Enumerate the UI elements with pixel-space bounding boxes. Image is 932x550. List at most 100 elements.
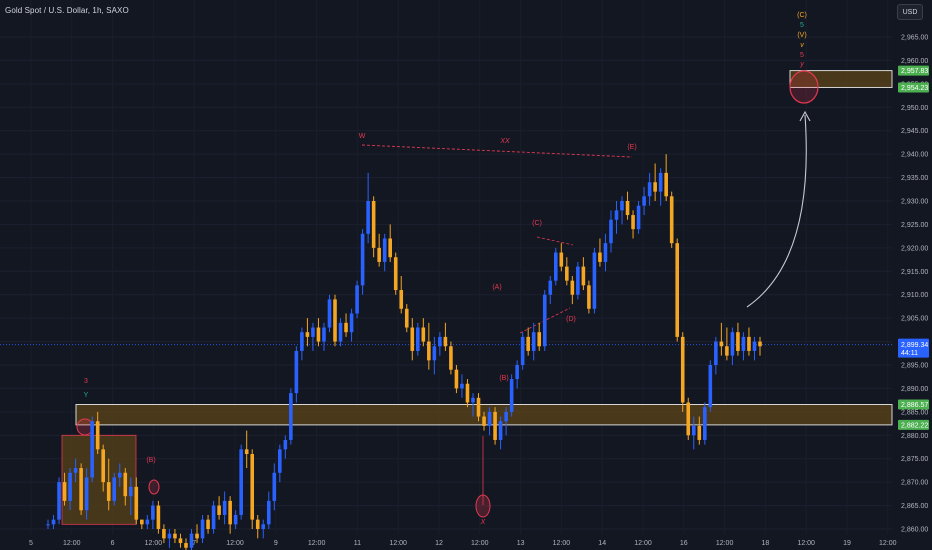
candle-body — [653, 182, 657, 192]
candle-body — [703, 407, 707, 440]
time-tick-label: 12:00 — [63, 540, 81, 547]
candle-body — [493, 411, 497, 440]
wave-label: (B) — [499, 375, 508, 382]
candle-body — [620, 201, 624, 211]
zone-price-tag — [898, 399, 929, 410]
b-circle-marker — [148, 479, 160, 495]
candle-body — [272, 472, 277, 501]
zone-price-label: 2,886.57 — [901, 402, 928, 409]
time-tick-label: 14 — [598, 540, 606, 547]
candle-body — [382, 238, 387, 262]
candle-body — [145, 519, 150, 525]
candle-body — [741, 336, 746, 351]
candle-body — [112, 477, 117, 501]
candle-body — [421, 327, 426, 342]
candle-body — [123, 472, 128, 497]
time-tick-label: 12:00 — [879, 540, 897, 547]
candle-body — [300, 332, 304, 351]
candle-body — [189, 533, 194, 548]
wave-label: 5 — [800, 22, 804, 29]
candle-body — [355, 285, 359, 314]
zone-price-label: 2,954.23 — [901, 85, 928, 92]
candle-body — [432, 346, 437, 361]
candle-body — [233, 514, 238, 525]
candle-body — [333, 299, 337, 342]
candle-body — [134, 486, 139, 520]
price-tick-label: 2,905.00 — [901, 316, 928, 323]
time-tick-label: 12:00 — [716, 540, 734, 547]
candle-body — [178, 538, 183, 544]
candle-body — [427, 341, 431, 361]
zone-price-tag — [898, 82, 929, 93]
candle-body — [266, 500, 271, 525]
candle-body — [747, 336, 751, 351]
wave-label: (D) — [566, 316, 576, 323]
candle-body — [327, 299, 332, 328]
wave-labels: 3 Y (B) W XX (E) (C) (A) (D) (B) X (C) 5 (V) v 5 y — [84, 12, 807, 526]
candle-body — [217, 505, 221, 515]
candle-body — [404, 308, 409, 328]
price-tick-label: 2,875.00 — [901, 456, 928, 463]
time-tick-label: 9 — [274, 540, 278, 547]
candle-body — [460, 383, 464, 389]
candle-body — [487, 411, 492, 426]
candle-body — [283, 439, 288, 450]
candle-body — [438, 336, 442, 347]
candle-body — [587, 285, 591, 309]
candle-body — [553, 252, 558, 281]
price-tick-label: 2,940.00 — [901, 152, 928, 159]
candle-body — [167, 533, 172, 539]
candle-body — [173, 533, 177, 539]
time-tick-label: 7 — [192, 540, 196, 547]
price-zones — [61, 70, 893, 525]
candle-body — [57, 482, 61, 520]
target-circle-marker — [789, 70, 819, 104]
candle-body — [305, 332, 310, 337]
xx-trendline — [361, 144, 633, 158]
candle-body — [244, 449, 249, 455]
target-zone — [789, 70, 893, 88]
time-tick-label: 19 — [843, 540, 851, 547]
candle-body — [548, 280, 553, 295]
candle-body — [415, 327, 420, 351]
candle-body — [128, 486, 133, 497]
candle-body — [250, 454, 255, 520]
candle-countdown-label: 44:11 — [901, 350, 918, 357]
currency-button[interactable]: USD — [897, 4, 923, 20]
candle-body — [278, 449, 282, 473]
candle-body — [393, 257, 398, 291]
candle-body — [46, 524, 50, 526]
candle-body — [449, 346, 453, 370]
candle-body — [576, 266, 580, 295]
time-tick-label: 12:00 — [389, 540, 407, 547]
candle-body — [117, 472, 122, 478]
candle-body — [647, 182, 652, 197]
wave-label: (E) — [627, 144, 636, 151]
candle-body — [140, 519, 144, 525]
candle-body — [758, 341, 762, 347]
candle-body — [156, 505, 161, 529]
wave-label: (C) — [532, 220, 542, 227]
price-tick-label: 2,925.00 — [901, 222, 928, 229]
price-tick-label: 2,890.00 — [901, 386, 928, 393]
time-tick-label: 6 — [111, 540, 115, 547]
candle-body — [338, 322, 343, 342]
price-tick-label: 2,935.00 — [901, 175, 928, 182]
price-tick-label: 2,965.00 — [901, 35, 928, 42]
candle-body — [598, 252, 602, 262]
price-tick-label: 2,895.00 — [901, 363, 928, 370]
candle-body — [410, 327, 415, 351]
time-axis: 5 12:00 6 12:00 7 12:00 9 12:00 11 12:00 12 12:00 13… — [29, 540, 897, 547]
candle-body — [592, 252, 597, 309]
candle-body — [200, 519, 205, 539]
candle-body — [631, 215, 635, 230]
candle-body — [482, 416, 486, 426]
candle-body — [255, 519, 260, 529]
candle-body — [289, 393, 293, 440]
price-tick-label: 2,920.00 — [901, 245, 928, 252]
candle-body — [261, 524, 266, 529]
candle-body — [79, 468, 83, 511]
time-tick-label: 12:00 — [634, 540, 652, 547]
wave-label: 5 — [800, 52, 804, 59]
